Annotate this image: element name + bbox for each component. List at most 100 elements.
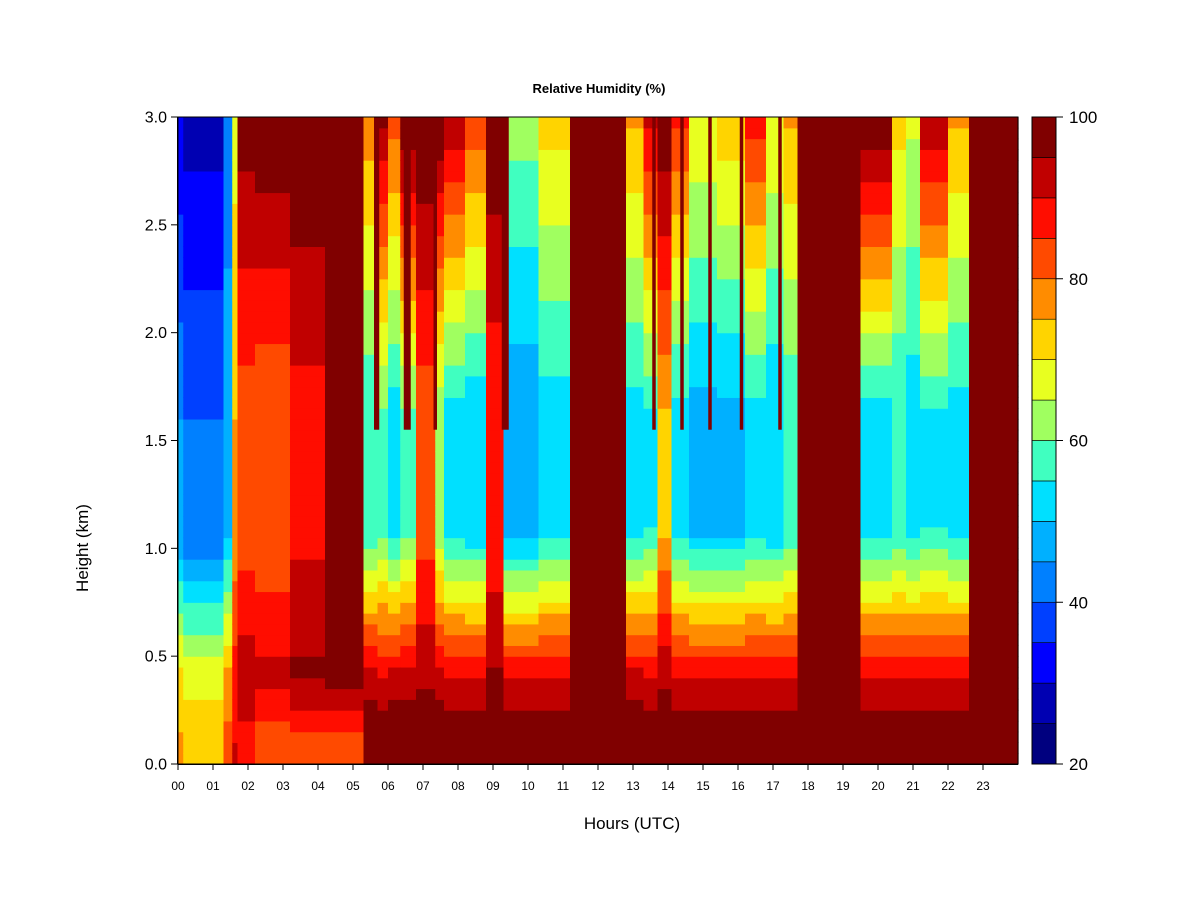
heatmap-cell-c1-r2 — [183, 731, 225, 744]
heatmap-cell-c8-r40 — [363, 321, 379, 334]
heatmap-cell-c14-r0 — [444, 753, 466, 765]
heatmap-cell-c28-r59 — [783, 117, 799, 129]
heatmap-cell-c10-r31 — [388, 418, 401, 431]
heatmap-cell-c6-r26 — [290, 472, 326, 485]
heatmap-cell-c10-r16 — [388, 580, 401, 593]
heatmap-cell-c30-r38 — [860, 343, 893, 355]
heatmap-cell-c2-r8 — [223, 666, 233, 679]
heatmap-cell-c27-r13 — [766, 613, 785, 625]
heatmap-cell-c25-r36 — [717, 365, 746, 377]
heatmap-cell-c23-r10 — [671, 645, 690, 657]
heatmap-cell-c28-r48 — [783, 235, 799, 247]
heatmap-cell-c21-r17 — [643, 569, 659, 582]
heatmap-cell-c1-r48 — [183, 235, 225, 247]
heatmap-cell-c0-r27 — [178, 462, 184, 474]
heatmap-cell-c27-r33 — [766, 397, 785, 409]
heatmap-cell-c25-r19 — [717, 548, 746, 560]
heatmap-cell-c2-r42 — [223, 300, 233, 312]
heatmap-cell-c35-r26 — [969, 472, 1019, 485]
heatmap-cell-c14-r32 — [444, 408, 466, 420]
heatmap-cell-c9-r27 — [377, 462, 389, 474]
heatmap-cell-c18-r31 — [538, 418, 571, 431]
heatmap-cell-c22-r27 — [657, 462, 673, 474]
heatmap-cell-c11-r3 — [400, 720, 417, 733]
heatmap-cell-c32-r59 — [906, 117, 921, 129]
heatmap-cell-c26-r47 — [745, 246, 767, 258]
heatmap-cell-c24-r52 — [689, 192, 718, 204]
heatmap-cell-c2-r21 — [223, 526, 233, 539]
heatmap-cell-c28-r45 — [783, 267, 799, 280]
heatmap-cell-c2-r2 — [223, 731, 233, 744]
heatmap-cell-c29-r36 — [797, 365, 862, 377]
heatmap-cell-c6-r22 — [290, 515, 326, 528]
heatmap-cell-c17-r52 — [503, 192, 540, 204]
heatmap-cell-c7-r27 — [325, 462, 365, 474]
heatmap-cell-c12-r15 — [416, 591, 436, 603]
heatmap-cell-c35-r32 — [969, 408, 1019, 420]
heatmap-cell-c35-r41 — [969, 311, 1019, 323]
heatmap-cell-c15-r27 — [465, 462, 487, 474]
heatmap-cell-c24-r34 — [689, 386, 718, 398]
heatmap-cell-c30-r44 — [860, 278, 893, 291]
heatmap-cell-c27-r54 — [766, 170, 785, 183]
heatmap-cell-c30-r7 — [860, 677, 893, 690]
heatmap-cell-c14-r12 — [444, 623, 466, 636]
heatmap-cell-c35-r15 — [969, 591, 1019, 603]
heatmap-cell-c10-r51 — [388, 203, 401, 215]
heatmap-cell-c6-r53 — [290, 181, 326, 194]
heatmap-cell-c3-r57 — [232, 138, 239, 150]
heatmap-cell-c8-r5 — [363, 699, 379, 711]
heatmap-cell-c1-r47 — [183, 246, 225, 258]
heatmap-cell-c34-r29 — [948, 440, 970, 452]
heatmap-cell-c27-r55 — [766, 160, 785, 172]
heatmap-cell-c8-r36 — [363, 365, 379, 377]
heatmap-cell-c30-r43 — [860, 289, 893, 301]
heatmap-cell-c17-r42 — [503, 300, 540, 312]
heatmap-cell-c3-r50 — [232, 214, 239, 226]
heatmap-cell-c5-r50 — [255, 214, 291, 226]
heatmap-cell-c28-r49 — [783, 224, 799, 237]
heatmap-cell-c31-r45 — [892, 267, 907, 280]
heatmap-cell-c23-r14 — [671, 602, 690, 614]
heatmap-cell-c23-r23 — [671, 505, 690, 517]
colorbar-swatch — [1031, 278, 1057, 320]
heatmap-cell-c12-r22 — [416, 515, 436, 528]
heatmap-cell-c20-r19 — [626, 548, 645, 560]
heatmap-cell-c31-r55 — [892, 160, 907, 172]
heatmap-cell-c4-r54 — [237, 170, 256, 183]
heatmap-cell-c6-r8 — [290, 666, 326, 679]
heatmap-cell-c22-r52 — [657, 192, 673, 204]
heatmap-cell-c13-r59 — [435, 117, 445, 129]
heatmap-cell-c14-r39 — [444, 332, 466, 345]
heatmap-cell-c12-r45 — [416, 267, 436, 280]
heatmap-cell-c13-r8 — [435, 666, 445, 679]
heatmap-cell-c12-r30 — [416, 429, 436, 442]
heatmap-cell-c17-r57 — [503, 138, 540, 150]
x-tick-label: 22 — [941, 779, 955, 793]
heatmap-cell-c7-r23 — [325, 505, 365, 517]
heatmap-cell-c15-r57 — [465, 138, 487, 150]
heatmap-cell-c8-r47 — [363, 246, 379, 258]
heatmap-cell-c33-r7 — [920, 677, 949, 690]
heatmap-cell-c6-r30 — [290, 429, 326, 442]
heatmap-cell-c9-r42 — [377, 300, 389, 312]
heatmap-cell-c35-r44 — [969, 278, 1019, 291]
heatmap-cell-c30-r19 — [860, 548, 893, 560]
heatmap-cell-c11-r26 — [400, 472, 417, 485]
heatmap-cell-c30-r6 — [860, 688, 893, 700]
heatmap-cell-c9-r2 — [377, 731, 389, 744]
heatmap-cell-c6-r41 — [290, 311, 326, 323]
heatmap-cell-c18-r19 — [538, 548, 571, 560]
heatmap-cell-c29-r7 — [797, 677, 862, 690]
heatmap-cell-c20-r2 — [626, 731, 645, 744]
heatmap-cell-c0-r58 — [178, 127, 184, 140]
heatmap-cell-c18-r22 — [538, 515, 571, 528]
heatmap-cell-c27-r9 — [766, 656, 785, 668]
heatmap-cell-c32-r18 — [906, 559, 921, 571]
heatmap-cell-c2-r46 — [223, 257, 233, 269]
heatmap-cell-c19-r25 — [570, 483, 627, 496]
heatmap-cell-c0-r28 — [178, 451, 184, 463]
heatmap-cell-c17-r31 — [503, 418, 540, 431]
heatmap-cell-c35-r27 — [969, 462, 1019, 474]
heatmap-cell-c32-r6 — [906, 688, 921, 700]
